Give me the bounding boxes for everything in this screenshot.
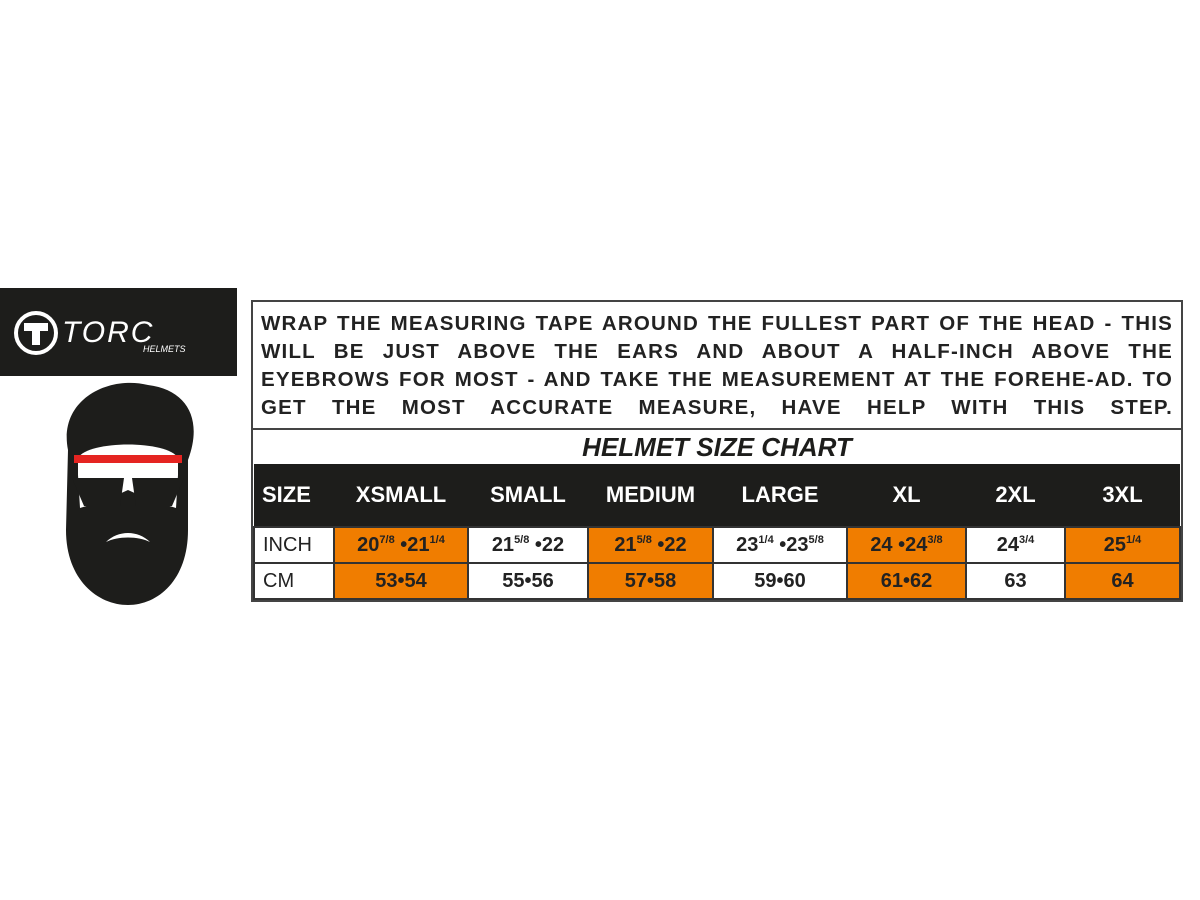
helmet-size-chart: WRAP THE MEASURING TAPE AROUND THE FULLE… [251,300,1183,602]
value-text: 21 [491,533,515,556]
size-cell-medium: 215/8 •22 [587,526,714,564]
header-large: LARGE [713,464,847,527]
fraction-text: 1/4 [758,533,774,546]
torc-helmets-logo: TORC HELMETS [0,288,237,376]
value-text: 63 [1004,569,1027,592]
value-text: 23 [736,533,759,556]
size-cell-small: 55•56 [467,562,589,600]
size-cell-large: 231/4 •235/8 [712,526,848,564]
value-text: 25 [1103,533,1126,556]
value-text: •21 [394,533,430,556]
value-text: 21 [614,533,637,556]
fraction-text: 7/8 [379,533,395,546]
row-label: INCH [253,526,335,564]
size-cell-xsmall: 207/8 •211/4 [333,526,469,564]
value-text: •22 [651,533,687,556]
value-text: •23 [773,533,809,556]
size-cell-2xl: 63 [965,562,1066,600]
measuring-instructions: WRAP THE MEASURING TAPE AROUND THE FULLE… [253,302,1181,430]
header-row: SIZE XSMALL SMALL MEDIUM LARGE XL 2XL 3XL [254,464,1180,527]
torc-logo-icon: TORC HELMETS [14,311,186,355]
value-text: 53•54 [375,569,427,592]
fraction-text: 3/8 [927,533,943,546]
fraction-text: 5/8 [808,533,824,546]
header-xl: XL [847,464,966,527]
fraction-text: 5/8 [636,533,652,546]
header-3xl: 3XL [1065,464,1180,527]
bearded-face-illustration [66,382,194,605]
size-cell-3xl: 64 [1064,562,1181,600]
size-cell-small: 215/8 •22 [467,526,589,564]
chart-title: HELMET SIZE CHART [582,432,852,462]
row-inch: INCH 207/8 •211/4 215/8 •22 215/8 •22 231/4 … [253,526,1181,564]
size-cell-large: 59•60 [712,562,848,600]
value-text: 64 [1111,569,1134,592]
value-text: •22 [529,533,565,556]
value-text: 24 [996,533,1019,556]
header-xsmall: XSMALL [334,464,468,527]
size-table: SIZE XSMALL SMALL MEDIUM LARGE XL 2XL 3XL INCH 2… [253,464,1181,600]
header-medium: MEDIUM [588,464,713,527]
header-2xl: 2XL [966,464,1065,527]
size-cell-medium: 57•58 [587,562,714,600]
size-cell-3xl: 251/4 [1064,526,1181,564]
value-text: 59•60 [754,569,806,592]
size-cell-xl: 24 •243/8 [846,526,967,564]
value-text: 24 •24 [870,533,928,556]
row-label: CM [253,562,335,600]
fraction-text: 1/4 [1125,533,1142,546]
fraction-text: 5/8 [514,533,530,546]
value-text: 55•56 [502,569,554,592]
measuring-tape-icon [74,455,182,463]
value-text: 57•58 [624,569,677,592]
fraction-text: 1/4 [429,533,445,546]
fraction-text: 3/4 [1018,533,1035,546]
header-size: SIZE [254,464,334,527]
logo-brand-text: TORC [62,316,154,349]
size-cell-2xl: 243/4 [965,526,1066,564]
row-cm: CM 53•54 55•56 57•58 59•60 61•62 63 64 [253,562,1181,600]
header-small: SMALL [468,464,588,527]
value-text: 61•62 [880,569,933,592]
size-cell-xl: 61•62 [846,562,967,600]
size-cell-xsmall: 53•54 [333,562,469,600]
logo-sub-text: HELMETS [143,344,186,354]
value-text: 20 [357,533,380,556]
